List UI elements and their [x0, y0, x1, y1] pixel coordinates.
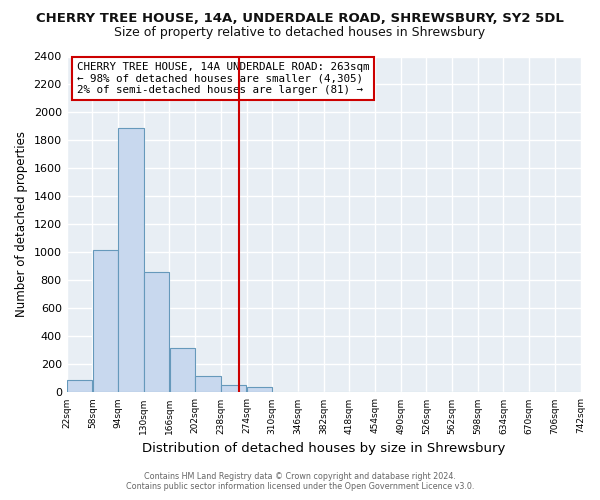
Text: Contains HM Land Registry data © Crown copyright and database right 2024.
Contai: Contains HM Land Registry data © Crown c… — [126, 472, 474, 491]
Text: CHERRY TREE HOUSE, 14A UNDERDALE ROAD: 263sqm
← 98% of detached houses are small: CHERRY TREE HOUSE, 14A UNDERDALE ROAD: 2… — [77, 62, 370, 94]
Bar — [196, 376, 221, 392]
Bar — [247, 387, 272, 392]
Bar — [118, 128, 143, 392]
X-axis label: Distribution of detached houses by size in Shrewsbury: Distribution of detached houses by size … — [142, 442, 505, 455]
Text: CHERRY TREE HOUSE, 14A, UNDERDALE ROAD, SHREWSBURY, SY2 5DL: CHERRY TREE HOUSE, 14A, UNDERDALE ROAD, … — [36, 12, 564, 26]
Y-axis label: Number of detached properties: Number of detached properties — [15, 132, 28, 318]
Bar — [67, 380, 92, 392]
Bar — [92, 250, 118, 392]
Bar — [170, 348, 195, 393]
Bar — [221, 386, 247, 392]
Text: Size of property relative to detached houses in Shrewsbury: Size of property relative to detached ho… — [115, 26, 485, 39]
Bar — [144, 272, 169, 392]
